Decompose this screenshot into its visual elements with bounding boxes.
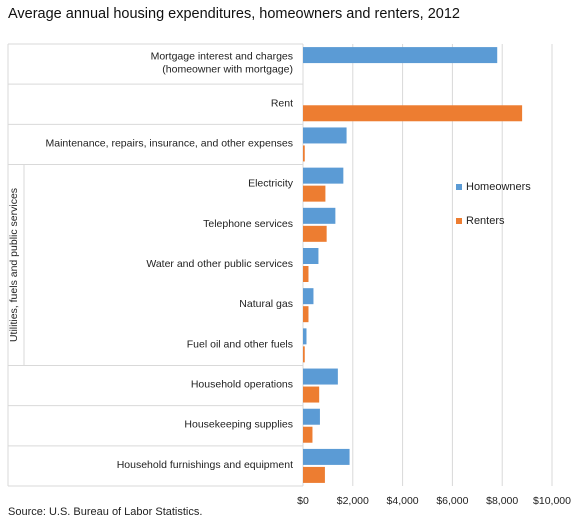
- bar-homeowners: [303, 288, 314, 305]
- bar-homeowners: [303, 328, 307, 345]
- bar-homeowners: [303, 47, 498, 64]
- bar-renters: [303, 306, 309, 323]
- bar-renters: [303, 225, 327, 242]
- chart-title: Average annual housing expenditures, hom…: [8, 6, 460, 22]
- bars: [303, 47, 523, 483]
- category-label: Water and other public services: [146, 258, 293, 270]
- bar-renters: [303, 145, 305, 162]
- source-note: Source: U.S. Bureau of Labor Statistics.: [8, 506, 203, 518]
- category-label: Household operations: [191, 379, 293, 391]
- bar-renters: [303, 466, 325, 483]
- bar-homeowners: [303, 408, 320, 425]
- x-tick-label: $6,000: [436, 495, 468, 507]
- x-tick-label: $8,000: [486, 495, 518, 507]
- bar-homeowners: [303, 368, 338, 385]
- bar-homeowners: [303, 207, 336, 224]
- legend-swatch: [456, 218, 462, 224]
- category-label: Rent: [271, 97, 293, 109]
- category-label: Mortgage interest and charges: [151, 51, 293, 63]
- legend-label: Renters: [466, 215, 505, 227]
- bar-homeowners: [303, 167, 344, 184]
- category-labels: Utilities, fuels and public services Mort…: [8, 51, 294, 471]
- category-label: Electricity: [248, 178, 294, 190]
- bar-renters: [303, 426, 313, 443]
- bar-renters: [303, 346, 305, 363]
- x-tick-label: $10,000: [533, 495, 571, 507]
- bar-renters: [303, 185, 326, 202]
- category-label: Maintenance, repairs, insurance, and oth…: [46, 137, 293, 149]
- category-label: Fuel oil and other fuels: [187, 338, 293, 350]
- x-tick-label: $2,000: [337, 495, 369, 507]
- category-label: Household furnishings and equipment: [117, 459, 293, 471]
- x-tick-label: $4,000: [387, 495, 419, 507]
- legend-swatch: [456, 184, 462, 190]
- bar-renters: [303, 266, 309, 282]
- group-label: Utilities, fuels and public services: [8, 188, 20, 342]
- category-label: Telephone services: [203, 218, 293, 230]
- bar-homeowners: [303, 448, 350, 465]
- x-tick-label: $0: [297, 495, 309, 507]
- bar-renters: [303, 105, 523, 122]
- bar-homeowners: [303, 248, 319, 264]
- bar-renters: [303, 386, 320, 403]
- legend: Homeowners Renters: [456, 181, 531, 227]
- x-axis-ticks: $0 $2,000 $4,000 $6,000 $8,000 $10,000: [297, 495, 571, 507]
- category-label: Natural gas: [239, 298, 293, 310]
- category-label: Housekeeping supplies: [184, 419, 293, 431]
- legend-label: Homeowners: [466, 181, 531, 193]
- category-label: (homeowner with mortgage): [162, 64, 293, 76]
- bar-homeowners: [303, 127, 347, 144]
